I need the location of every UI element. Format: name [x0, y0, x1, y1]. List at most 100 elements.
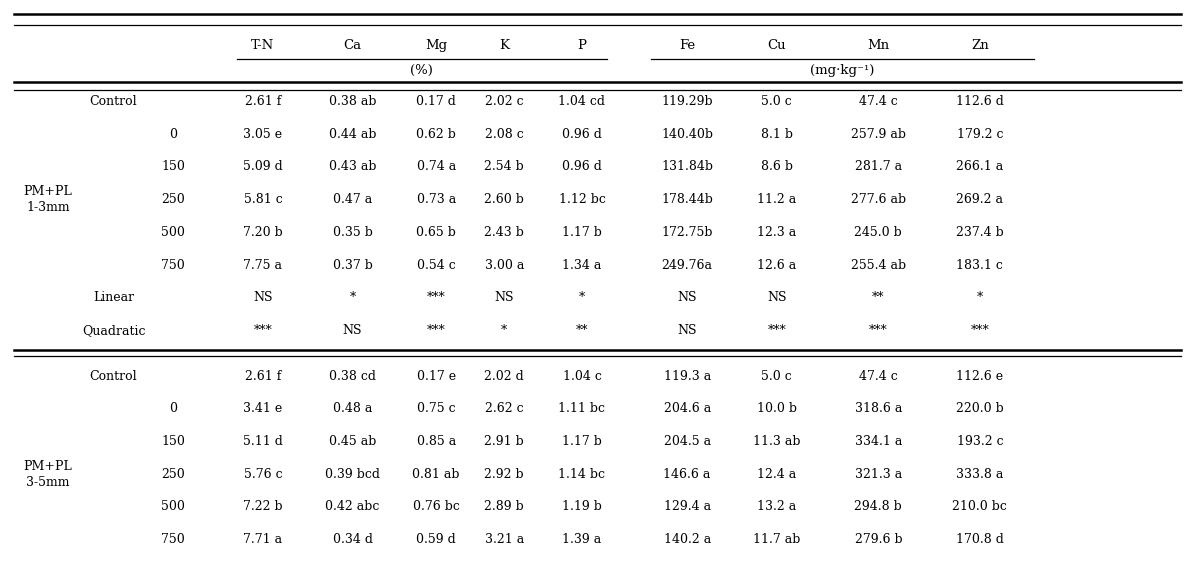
- Text: 1.04 c: 1.04 c: [563, 369, 601, 382]
- Text: 0.62 b: 0.62 b: [416, 127, 456, 141]
- Text: 2.60 b: 2.60 b: [484, 193, 525, 206]
- Text: 3.21 a: 3.21 a: [485, 533, 523, 546]
- Text: 0.96 d: 0.96 d: [562, 160, 602, 174]
- Text: 257.9 ab: 257.9 ab: [851, 127, 906, 141]
- Text: 150: 150: [161, 435, 185, 448]
- Text: 277.6 ab: 277.6 ab: [851, 193, 906, 206]
- Text: 0.44 ab: 0.44 ab: [329, 127, 376, 141]
- Text: T-N: T-N: [251, 38, 275, 52]
- Text: 204.6 a: 204.6 a: [663, 402, 711, 415]
- Text: 0.39 bcd: 0.39 bcd: [325, 468, 380, 481]
- Text: 279.6 b: 279.6 b: [854, 533, 902, 546]
- Text: 2.02 c: 2.02 c: [485, 95, 523, 108]
- Text: 0.17 d: 0.17 d: [416, 95, 456, 108]
- Text: Mn: Mn: [868, 38, 889, 52]
- Text: NS: NS: [678, 324, 697, 337]
- Text: NS: NS: [767, 291, 786, 305]
- Text: 2.89 b: 2.89 b: [484, 500, 525, 513]
- Text: 0.73 a: 0.73 a: [417, 193, 455, 206]
- Text: 119.29b: 119.29b: [661, 95, 713, 108]
- Text: 0.59 d: 0.59 d: [416, 533, 456, 546]
- Text: 1-3mm: 1-3mm: [26, 201, 69, 214]
- Text: 13.2 a: 13.2 a: [758, 500, 796, 513]
- Text: 245.0 b: 245.0 b: [854, 226, 902, 239]
- Text: 1.17 b: 1.17 b: [562, 226, 602, 239]
- Text: **: **: [576, 324, 588, 337]
- Text: *: *: [578, 291, 586, 305]
- Text: 0.81 ab: 0.81 ab: [412, 468, 460, 481]
- Text: 204.5 a: 204.5 a: [663, 435, 711, 448]
- Text: 2.92 b: 2.92 b: [484, 468, 525, 481]
- Text: (%): (%): [410, 64, 434, 77]
- Text: 334.1 a: 334.1 a: [854, 435, 902, 448]
- Text: *: *: [976, 291, 983, 305]
- Text: 12.3 a: 12.3 a: [758, 226, 796, 239]
- Text: 172.75b: 172.75b: [661, 226, 713, 239]
- Text: 3.41 e: 3.41 e: [244, 402, 282, 415]
- Text: 47.4 c: 47.4 c: [859, 95, 897, 108]
- Text: NS: NS: [678, 291, 697, 305]
- Text: Control: Control: [90, 369, 137, 382]
- Text: 5.81 c: 5.81 c: [244, 193, 282, 206]
- Text: 2.61 f: 2.61 f: [245, 369, 281, 382]
- Text: 0.96 d: 0.96 d: [562, 127, 602, 141]
- Text: 3.05 e: 3.05 e: [244, 127, 282, 141]
- Text: Mg: Mg: [425, 38, 447, 52]
- Text: 0.35 b: 0.35 b: [332, 226, 373, 239]
- Text: 2.08 c: 2.08 c: [485, 127, 523, 141]
- Text: 8.6 b: 8.6 b: [761, 160, 792, 174]
- Text: 294.8 b: 294.8 b: [854, 500, 902, 513]
- Text: 112.6 d: 112.6 d: [956, 95, 1004, 108]
- Text: Zn: Zn: [972, 38, 988, 52]
- Text: ***: ***: [970, 324, 989, 337]
- Text: 5.0 c: 5.0 c: [761, 369, 792, 382]
- Text: 0.43 ab: 0.43 ab: [329, 160, 376, 174]
- Text: 2.02 d: 2.02 d: [484, 369, 525, 382]
- Text: 11.2 a: 11.2 a: [758, 193, 796, 206]
- Text: 5.76 c: 5.76 c: [244, 468, 282, 481]
- Text: 1.19 b: 1.19 b: [562, 500, 602, 513]
- Text: Ca: Ca: [343, 38, 362, 52]
- Text: 250: 250: [161, 468, 185, 481]
- Text: 1.14 bc: 1.14 bc: [558, 468, 606, 481]
- Text: 333.8 a: 333.8 a: [956, 468, 1004, 481]
- Text: NS: NS: [253, 291, 272, 305]
- Text: 1.04 cd: 1.04 cd: [558, 95, 606, 108]
- Text: P: P: [577, 38, 587, 52]
- Text: 0.47 a: 0.47 a: [333, 193, 372, 206]
- Text: ***: ***: [869, 324, 888, 337]
- Text: 2.43 b: 2.43 b: [484, 226, 525, 239]
- Text: 1.34 a: 1.34 a: [563, 258, 601, 272]
- Text: 1.11 bc: 1.11 bc: [558, 402, 606, 415]
- Text: 5.11 d: 5.11 d: [243, 435, 283, 448]
- Text: 0: 0: [170, 127, 177, 141]
- Text: 0.54 c: 0.54 c: [417, 258, 455, 272]
- Text: *: *: [349, 291, 356, 305]
- Text: NS: NS: [343, 324, 362, 337]
- Text: 210.0 bc: 210.0 bc: [952, 500, 1007, 513]
- Text: 1.17 b: 1.17 b: [562, 435, 602, 448]
- Text: 12.4 a: 12.4 a: [758, 468, 796, 481]
- Text: 1.39 a: 1.39 a: [563, 533, 601, 546]
- Text: 0.76 bc: 0.76 bc: [412, 500, 460, 513]
- Text: 1.12 bc: 1.12 bc: [558, 193, 606, 206]
- Text: 321.3 a: 321.3 a: [854, 468, 902, 481]
- Text: 250: 250: [161, 193, 185, 206]
- Text: 0.65 b: 0.65 b: [416, 226, 456, 239]
- Text: 0.17 e: 0.17 e: [417, 369, 455, 382]
- Text: 0.38 ab: 0.38 ab: [329, 95, 376, 108]
- Text: 129.4 a: 129.4 a: [663, 500, 711, 513]
- Text: ***: ***: [427, 324, 446, 337]
- Text: NS: NS: [495, 291, 514, 305]
- Text: **: **: [872, 291, 884, 305]
- Text: 0.85 a: 0.85 a: [417, 435, 455, 448]
- Text: 0.45 ab: 0.45 ab: [329, 435, 376, 448]
- Text: 47.4 c: 47.4 c: [859, 369, 897, 382]
- Text: 5.0 c: 5.0 c: [761, 95, 792, 108]
- Text: 10.0 b: 10.0 b: [756, 402, 797, 415]
- Text: ***: ***: [253, 324, 272, 337]
- Text: 2.62 c: 2.62 c: [485, 402, 523, 415]
- Text: 220.0 b: 220.0 b: [956, 402, 1004, 415]
- Text: *: *: [501, 324, 508, 337]
- Text: 193.2 c: 193.2 c: [956, 435, 1004, 448]
